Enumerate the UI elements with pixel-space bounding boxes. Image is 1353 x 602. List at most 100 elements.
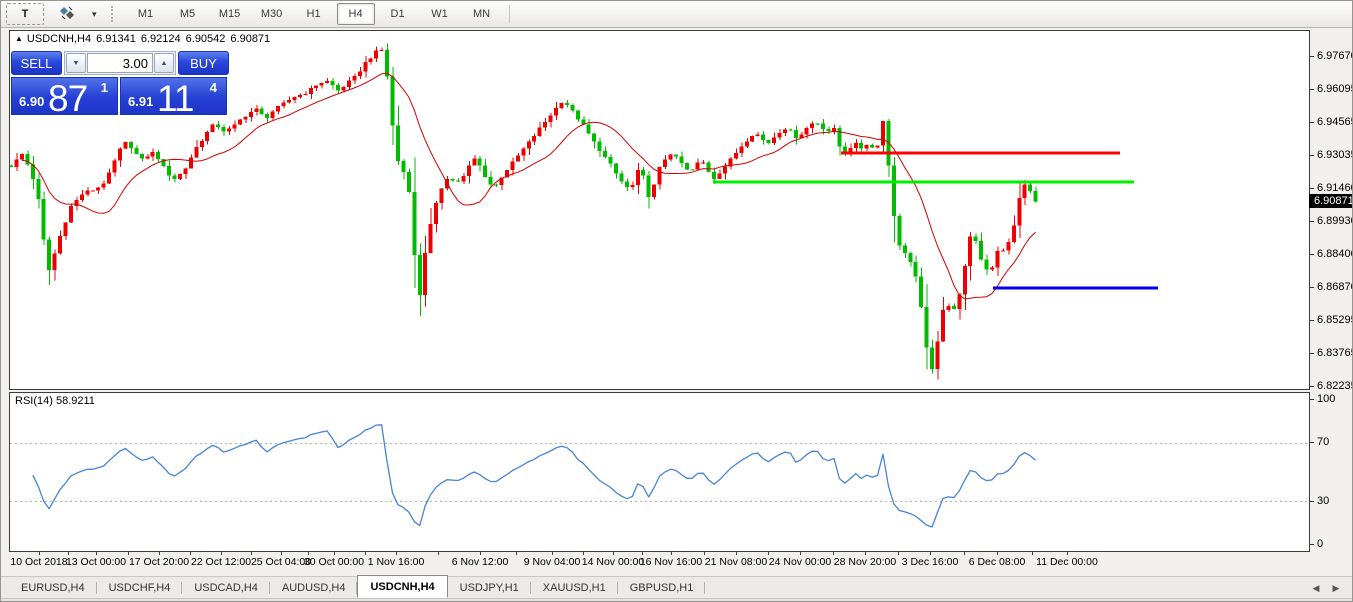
time-axis-tick [963,551,965,555]
timeframe-buttons: M1 M5 M15 M30 H1 H4 D1 W1 MN [125,3,503,25]
time-axis-label: 16 Nov 16:00 [639,556,703,568]
time-axis-tick [552,551,553,555]
ohlc-low: 6.90542 [185,33,226,45]
sell-button[interactable]: SELL [11,51,62,75]
dropdown-caret-icon[interactable]: ▾ [92,8,97,19]
text-tool-button[interactable]: T [6,3,44,25]
time-axis-label: 25 Oct 04:00 [250,556,312,568]
time-axis-tick [67,551,69,555]
current-price-badge: 6.90871 [1309,194,1352,209]
timeframe-m30-button[interactable]: M30 [260,8,283,20]
volume-input[interactable] [87,53,153,73]
volume-increase-button[interactable]: ▲ [154,53,174,73]
volume-decrease-button[interactable]: ▼ [66,53,86,73]
time-axis-tick [671,551,672,555]
timeframe-h4-button[interactable]: H4 [336,3,375,25]
rsi-indicator-pane[interactable] [9,392,1310,552]
time-axis-tick [736,551,737,555]
time-axis-label: 11 Dec 00:00 [1036,556,1098,568]
time-axis-label: 17 Oct 20:00 [128,556,190,568]
sell-price-sup: 1 [100,80,108,95]
toolbar-grip [110,6,117,22]
time-axis-tick [703,551,705,555]
time-axis-tick [438,551,439,555]
timeframe-m5-button[interactable]: M5 [179,8,196,20]
price-axis-tick: 6.86870 [1310,281,1352,293]
time-axis-label: 1 Nov 16:00 [367,556,425,568]
chart-tab-usdchf[interactable]: USDCHF,H4 [97,578,183,598]
price-axis-tick: 6.91460 [1310,182,1352,194]
chart-title: ▲ USDCNH,H4 6.91341 6.92124 6.90542 6.90871 [15,33,275,45]
price-axis-tick: 6.82235 [1310,380,1352,392]
one-click-trading-panel: SELL ▼ ▲ BUY 6.90 87 1 6.91 11 4 [11,51,229,119]
sell-price-tile[interactable]: 6.90 87 1 [11,77,118,119]
timeframe-w1-button[interactable]: W1 [431,8,448,20]
toolbar: T ▾ M1 M5 M15 M30 H1 H4 D1 W1 MN [1,1,1352,28]
time-axis-tick [334,551,335,555]
buy-price-small: 6.91 [128,94,154,109]
chart-tab-eurusd[interactable]: EURUSD,H4 [9,578,97,598]
time-axis-tick [307,551,309,555]
time-axis-tick [516,551,517,555]
symbols-arrange-button[interactable] [48,3,86,25]
tab-scroll-right-button[interactable]: ▶ [1332,583,1340,593]
time-axis-tick [865,551,866,555]
chart-tab-usdcnh[interactable]: USDCNH,H4 [357,575,448,598]
volume-box: ▼ ▲ [64,51,176,75]
candlestick-chart[interactable] [10,31,1309,389]
time-axis-label: 6 Dec 08:00 [968,556,1026,568]
chart-tab-gbpusd[interactable]: GBPUSD,H1 [618,578,706,598]
time-axis-tick [768,551,769,555]
rsi-indicator-label: RSI(14) 58.9211 [15,395,95,407]
chart-tab-audusd[interactable]: AUDUSD,H4 [270,578,358,598]
time-axis-tick [832,551,834,555]
chart-tab-usdcad[interactable]: USDCAD,H4 [182,578,270,598]
time-axis-tick [897,551,899,555]
price-axis-tick: 6.88400 [1310,248,1352,260]
rsi-axis-tick: 70 [1310,436,1329,448]
time-axis-tick [480,551,481,555]
timeframe-mn-button[interactable]: MN [472,8,491,20]
time-axis-tick [251,551,252,555]
diamonds-icon [59,6,75,23]
rsi-axis-tick: 30 [1310,495,1329,507]
buy-price-tile[interactable]: 6.91 11 4 [120,77,227,119]
time-axis-tick [96,551,97,555]
time-axis[interactable]: 10 Oct 2018 13 Oct 00:00 17 Oct 20:00 22 Oc… [9,551,1310,575]
time-axis-tick [1032,551,1033,555]
time-axis-tick [190,551,191,555]
chart-tab-bar: EURUSD,H4 USDCHF,H4 USDCAD,H4 AUDUSD,H4 USDC… [1,575,1352,598]
ohlc-close: 6.90871 [230,33,271,45]
chart-tab-usdjpy[interactable]: USDJPY,H1 [448,578,531,598]
sell-price-small: 6.90 [19,94,45,109]
rsi-chart[interactable] [10,393,1309,551]
price-axis-tick: 6.89930 [1310,215,1352,227]
buy-button[interactable]: BUY [178,51,229,75]
time-axis-tick [221,551,222,555]
price-axis-tick: 6.93035 [1310,149,1352,161]
buy-price-big: 11 [157,78,194,119]
tab-scroll-left-button[interactable]: ◀ [1312,583,1320,593]
toolbar-separator [508,5,510,23]
time-axis-tick [1067,551,1068,555]
timeframe-d1-button[interactable]: D1 [390,8,405,20]
chart-tab-xauusd[interactable]: XAUUSD,H1 [531,578,618,598]
time-axis-label: 13 Oct 00:00 [65,556,127,568]
price-axis-tick: 6.97670 [1310,50,1352,62]
price-axis-tick: 6.85295 [1310,314,1352,326]
chart-symbol-period: USDCNH,H4 [26,33,92,45]
price-axis-tick: 6.96095 [1310,83,1352,95]
timeframe-m15-button[interactable]: M15 [218,8,241,20]
ohlc-open: 6.91341 [96,33,136,45]
timeframe-h1-button[interactable]: H1 [306,8,321,20]
price-axis[interactable]: 6.97670 6.96095 6.94565 6.93035 6.91460 6.899… [1310,30,1352,552]
sell-price-big: 87 [48,78,88,119]
time-axis-label: 3 Dec 16:00 [901,556,959,568]
time-axis-label: 28 Nov 20:00 [833,556,897,568]
time-axis-label: 21 Nov 08:00 [704,556,768,568]
status-strip [1,598,1352,601]
price-axis-tick: 6.94565 [1310,116,1352,128]
time-axis-tick [930,551,931,555]
timeframe-m1-button[interactable]: M1 [137,8,154,20]
